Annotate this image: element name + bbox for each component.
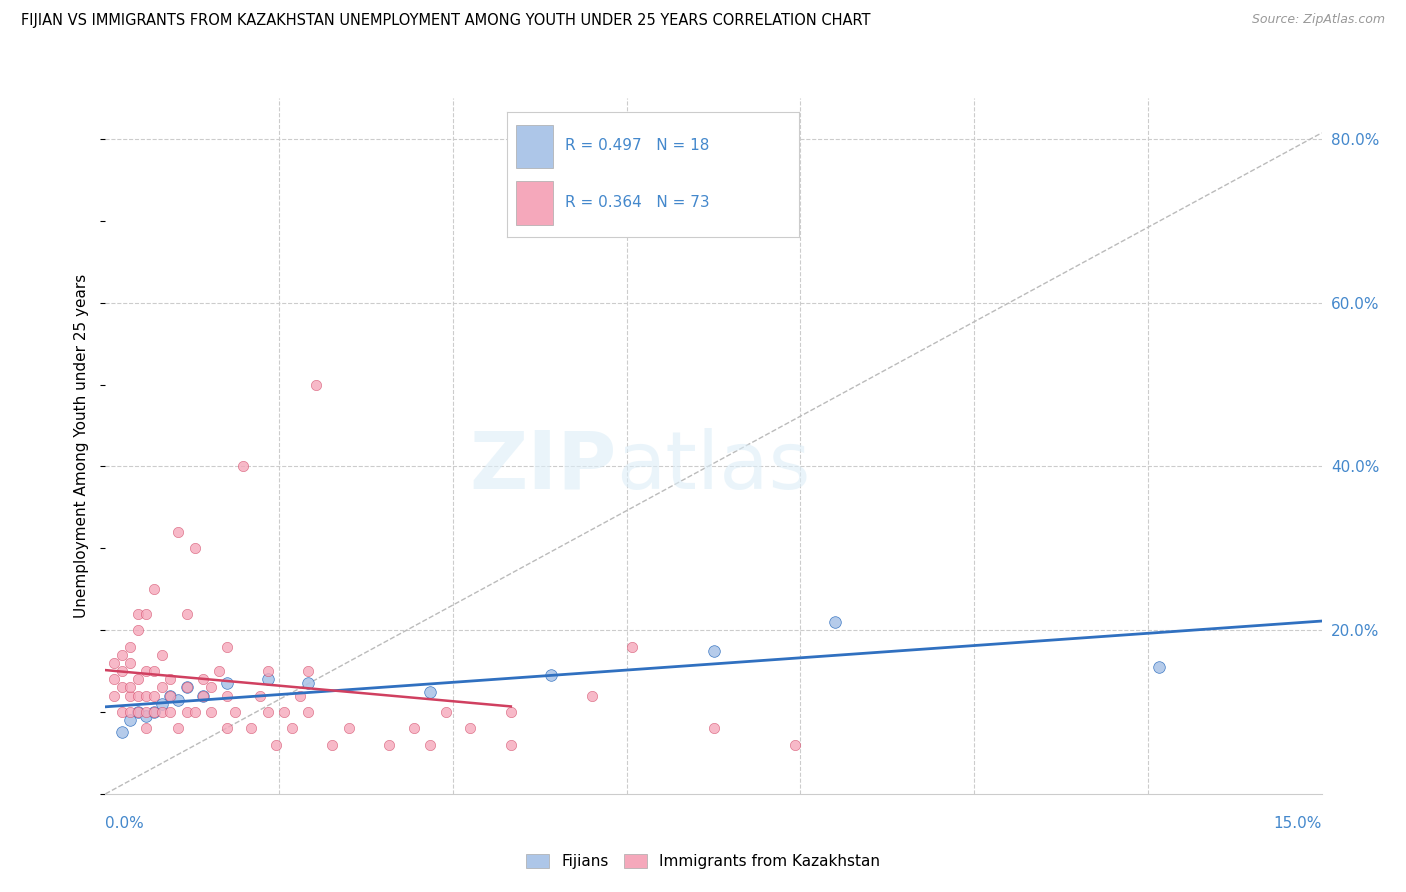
- Point: [135, 689, 157, 703]
- Point: [135, 709, 157, 723]
- Point: [783, 738, 806, 752]
- Point: [111, 664, 134, 678]
- Point: [143, 689, 166, 703]
- Point: [232, 459, 254, 474]
- Point: [150, 681, 173, 695]
- Point: [217, 722, 239, 736]
- Point: [135, 607, 157, 621]
- Point: [150, 705, 173, 719]
- Point: [321, 738, 343, 752]
- Text: atlas: atlas: [616, 428, 811, 506]
- Point: [159, 705, 181, 719]
- Point: [150, 697, 173, 711]
- Point: [183, 705, 205, 719]
- Point: [118, 640, 141, 654]
- Point: [824, 615, 846, 629]
- Point: [135, 664, 157, 678]
- Point: [176, 681, 198, 695]
- Point: [434, 705, 457, 719]
- Point: [191, 689, 214, 703]
- Point: [135, 722, 157, 736]
- Point: [176, 607, 198, 621]
- Point: [118, 656, 141, 670]
- Y-axis label: Unemployment Among Youth under 25 years: Unemployment Among Youth under 25 years: [75, 274, 90, 618]
- Point: [208, 664, 231, 678]
- Point: [305, 377, 328, 392]
- Point: [297, 705, 319, 719]
- Point: [127, 673, 149, 687]
- Point: [458, 722, 481, 736]
- Point: [167, 692, 190, 706]
- Point: [256, 705, 278, 719]
- Point: [200, 705, 222, 719]
- Point: [167, 722, 190, 736]
- Point: [702, 722, 725, 736]
- Point: [103, 689, 125, 703]
- Point: [150, 648, 173, 662]
- Point: [176, 705, 198, 719]
- Point: [191, 689, 214, 703]
- Point: [143, 705, 166, 719]
- Point: [183, 541, 205, 556]
- Text: 0.0%: 0.0%: [105, 816, 145, 831]
- Point: [159, 689, 181, 703]
- Point: [135, 705, 157, 719]
- Point: [273, 705, 295, 719]
- Point: [581, 689, 603, 703]
- Point: [240, 722, 263, 736]
- Point: [256, 664, 278, 678]
- Point: [419, 738, 441, 752]
- Point: [217, 689, 239, 703]
- Point: [118, 713, 141, 727]
- Point: [167, 524, 190, 539]
- Point: [540, 668, 562, 682]
- Point: [281, 722, 304, 736]
- Point: [1149, 660, 1171, 674]
- Point: [419, 684, 441, 698]
- Point: [143, 705, 166, 719]
- Point: [264, 738, 287, 752]
- Point: [127, 689, 149, 703]
- Point: [111, 725, 134, 739]
- Point: [702, 643, 725, 657]
- Text: FIJIAN VS IMMIGRANTS FROM KAZAKHSTAN UNEMPLOYMENT AMONG YOUTH UNDER 25 YEARS COR: FIJIAN VS IMMIGRANTS FROM KAZAKHSTAN UNE…: [21, 13, 870, 29]
- Point: [402, 722, 425, 736]
- Point: [111, 681, 134, 695]
- Point: [499, 738, 522, 752]
- Point: [111, 705, 134, 719]
- Legend: Fijians, Immigrants from Kazakhstan: Fijians, Immigrants from Kazakhstan: [520, 848, 886, 875]
- Point: [159, 673, 181, 687]
- Point: [621, 640, 644, 654]
- Point: [118, 705, 141, 719]
- Point: [337, 722, 360, 736]
- Text: 15.0%: 15.0%: [1274, 816, 1322, 831]
- Point: [127, 607, 149, 621]
- Point: [297, 676, 319, 690]
- Point: [159, 689, 181, 703]
- Point: [103, 673, 125, 687]
- Point: [143, 664, 166, 678]
- Point: [217, 676, 239, 690]
- Point: [249, 689, 271, 703]
- Point: [118, 689, 141, 703]
- Point: [143, 582, 166, 597]
- Point: [127, 705, 149, 719]
- Point: [200, 681, 222, 695]
- Point: [499, 705, 522, 719]
- Point: [378, 738, 401, 752]
- Point: [118, 681, 141, 695]
- Point: [176, 681, 198, 695]
- Point: [191, 673, 214, 687]
- Point: [127, 705, 149, 719]
- Point: [288, 689, 311, 703]
- Point: [111, 648, 134, 662]
- Point: [217, 640, 239, 654]
- Text: Source: ZipAtlas.com: Source: ZipAtlas.com: [1251, 13, 1385, 27]
- Point: [297, 664, 319, 678]
- Text: ZIP: ZIP: [470, 428, 616, 506]
- Point: [127, 623, 149, 637]
- Point: [224, 705, 246, 719]
- Point: [103, 656, 125, 670]
- Point: [256, 673, 278, 687]
